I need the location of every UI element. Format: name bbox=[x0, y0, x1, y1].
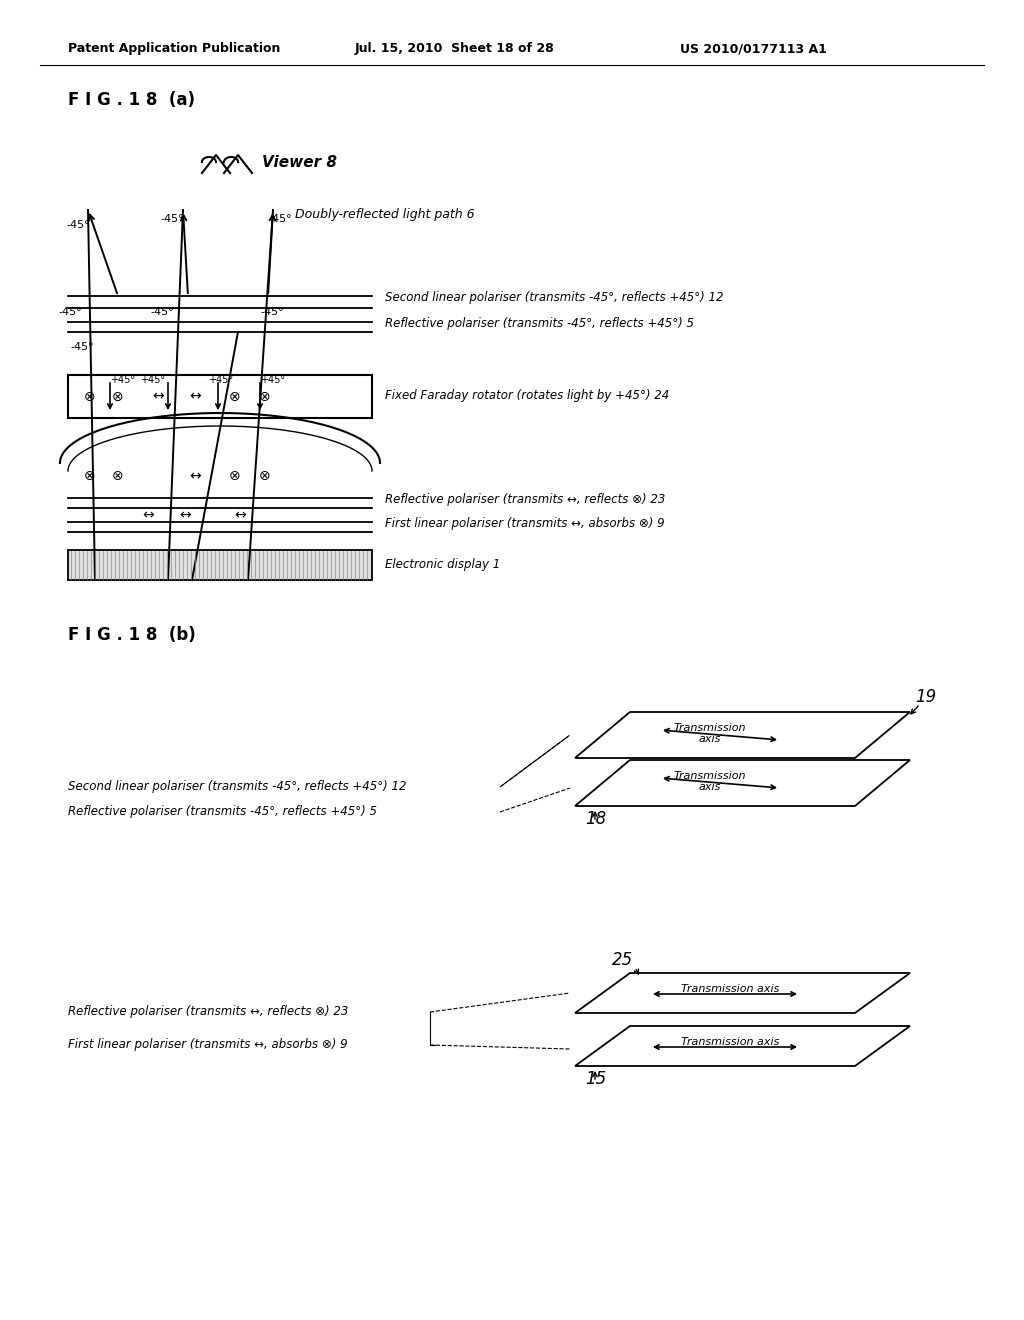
Text: ↔: ↔ bbox=[153, 389, 164, 404]
Text: Reflective polariser (transmits ↔, reflects ⊗) 23: Reflective polariser (transmits ↔, refle… bbox=[385, 492, 666, 506]
Polygon shape bbox=[575, 973, 910, 1012]
Polygon shape bbox=[575, 1026, 910, 1067]
Text: Second linear polariser (transmits -45°, reflects +45°) 12: Second linear polariser (transmits -45°,… bbox=[385, 290, 724, 304]
Text: -45°: -45° bbox=[260, 308, 284, 317]
Text: Reflective polariser (transmits -45°, reflects +45°) 5: Reflective polariser (transmits -45°, re… bbox=[68, 805, 377, 818]
Text: ↔: ↔ bbox=[234, 508, 246, 521]
Text: +45°: +45° bbox=[140, 375, 165, 385]
Text: US 2010/0177113 A1: US 2010/0177113 A1 bbox=[680, 42, 826, 55]
Text: Viewer 8: Viewer 8 bbox=[262, 154, 337, 170]
Text: ⊗: ⊗ bbox=[259, 389, 270, 404]
Text: Fixed Faraday rotator (rotates light by +45°) 24: Fixed Faraday rotator (rotates light by … bbox=[385, 389, 670, 403]
Text: ⊗: ⊗ bbox=[259, 469, 270, 483]
Text: ⊗: ⊗ bbox=[84, 469, 96, 483]
Polygon shape bbox=[575, 711, 910, 758]
Text: -45°: -45° bbox=[70, 342, 93, 352]
Text: Patent Application Publication: Patent Application Publication bbox=[68, 42, 281, 55]
Text: ↔: ↔ bbox=[189, 469, 201, 483]
Text: 25: 25 bbox=[612, 950, 633, 969]
Polygon shape bbox=[575, 760, 910, 807]
Text: -45°: -45° bbox=[160, 214, 183, 224]
Text: -45°: -45° bbox=[66, 220, 90, 230]
Text: 19: 19 bbox=[915, 688, 936, 706]
Text: ⊗: ⊗ bbox=[229, 389, 241, 404]
Bar bbox=[68, 550, 372, 579]
Text: F I G . 1 8  (a): F I G . 1 8 (a) bbox=[68, 91, 195, 110]
Text: Transmission: Transmission bbox=[674, 723, 746, 733]
Text: First linear polariser (transmits ↔, absorbs ⊗) 9: First linear polariser (transmits ↔, abs… bbox=[68, 1038, 347, 1051]
Text: +45°: +45° bbox=[110, 375, 135, 385]
Text: +45°: +45° bbox=[260, 375, 285, 385]
Text: axis: axis bbox=[698, 781, 721, 792]
Text: ⊗: ⊗ bbox=[229, 469, 241, 483]
Text: 15: 15 bbox=[585, 1071, 606, 1088]
Text: -45°: -45° bbox=[58, 308, 82, 317]
Text: ⊗: ⊗ bbox=[113, 389, 124, 404]
Text: Doubly-reflected light path 6: Doubly-reflected light path 6 bbox=[295, 209, 475, 220]
Text: ↔: ↔ bbox=[142, 508, 154, 521]
Text: ⊗: ⊗ bbox=[84, 389, 96, 404]
Text: +45°: +45° bbox=[208, 375, 233, 385]
Text: F I G . 1 8  (b): F I G . 1 8 (b) bbox=[68, 626, 196, 644]
Text: ⊗: ⊗ bbox=[113, 469, 124, 483]
Text: First linear polariser (transmits ↔, absorbs ⊗) 9: First linear polariser (transmits ↔, abs… bbox=[385, 517, 665, 531]
Text: Jul. 15, 2010  Sheet 18 of 28: Jul. 15, 2010 Sheet 18 of 28 bbox=[355, 42, 555, 55]
Text: Transmission axis: Transmission axis bbox=[681, 983, 779, 994]
Text: Transmission: Transmission bbox=[674, 771, 746, 781]
Text: 18: 18 bbox=[585, 810, 606, 828]
Text: Transmission axis: Transmission axis bbox=[681, 1038, 779, 1047]
Text: ↔: ↔ bbox=[189, 389, 201, 404]
Bar bbox=[68, 375, 372, 418]
Text: Reflective polariser (transmits -45°, reflects +45°) 5: Reflective polariser (transmits -45°, re… bbox=[385, 317, 694, 330]
Text: ↔: ↔ bbox=[179, 508, 190, 521]
Text: Reflective polariser (transmits ↔, reflects ⊗) 23: Reflective polariser (transmits ↔, refle… bbox=[68, 1005, 348, 1018]
Text: -45°: -45° bbox=[150, 308, 174, 317]
Text: Second linear polariser (transmits -45°, reflects +45°) 12: Second linear polariser (transmits -45°,… bbox=[68, 780, 407, 793]
Text: Electronic display 1: Electronic display 1 bbox=[385, 558, 501, 572]
Text: axis: axis bbox=[698, 734, 721, 744]
Text: -45°: -45° bbox=[268, 214, 292, 224]
